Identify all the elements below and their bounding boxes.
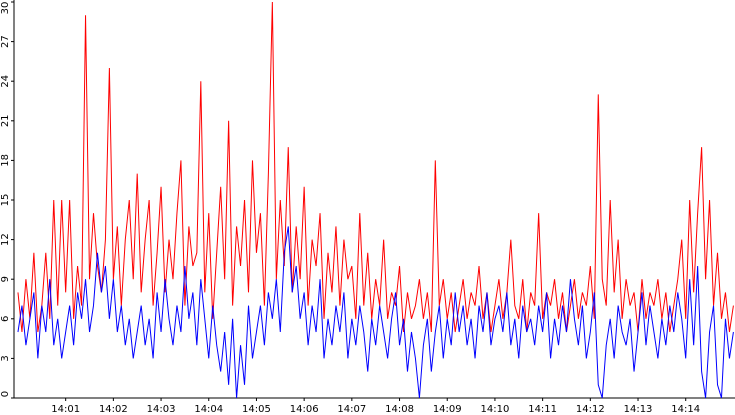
- series-line: [17, 226, 734, 399]
- y-tick-label: 15: [0, 194, 11, 207]
- x-tick-label: 14:13: [624, 404, 653, 415]
- y-tick-label: 24: [0, 75, 11, 88]
- x-tick-label: 14:11: [528, 404, 557, 415]
- series-line: [17, 1, 734, 333]
- x-tick-label: 14:14: [671, 404, 700, 415]
- y-tick-label: 27: [0, 35, 11, 48]
- x-tick-label: 14:01: [51, 404, 80, 415]
- x-tick-label: 14:07: [337, 404, 366, 415]
- x-tick-label: 14:03: [147, 404, 176, 415]
- x-tick-label: 14:02: [99, 404, 128, 415]
- y-tick-label: 6: [0, 316, 11, 322]
- y-tick-label: 12: [0, 233, 11, 246]
- x-tick-label: 14:09: [433, 404, 462, 415]
- y-tick-label: 9: [0, 276, 11, 282]
- y-tick-label: 0: [0, 391, 11, 397]
- x-tick-label: 14:06: [290, 404, 319, 415]
- y-tick-label: 30: [0, 2, 11, 15]
- y-tick-label: 18: [0, 154, 11, 167]
- x-tick-label: 14:10: [481, 404, 510, 415]
- x-tick-label: 14:05: [242, 404, 271, 415]
- y-tick-label: 21: [0, 114, 11, 127]
- y-tick-label: 3: [0, 355, 11, 361]
- x-tick-label: 14:12: [576, 404, 605, 415]
- x-tick-label: 14:08: [385, 404, 414, 415]
- x-tick-label: 14:04: [194, 404, 223, 415]
